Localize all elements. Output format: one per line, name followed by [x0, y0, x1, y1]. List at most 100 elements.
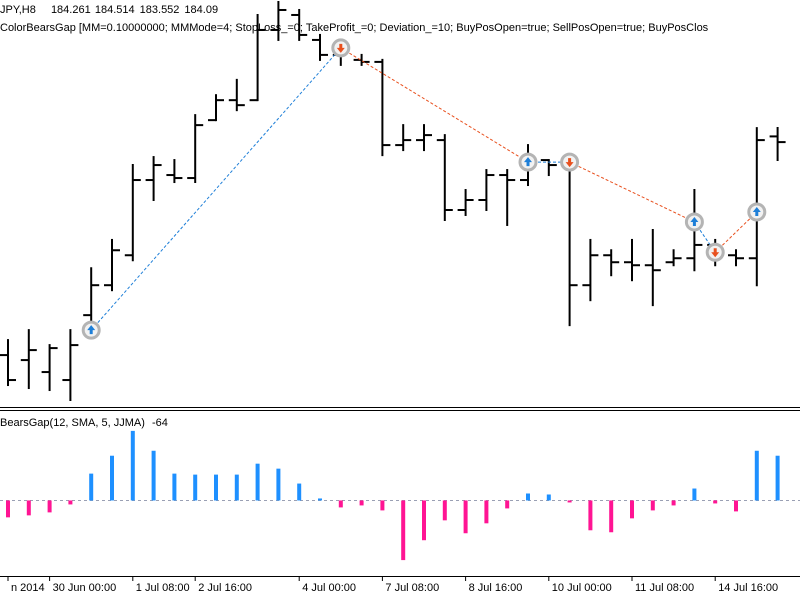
- indicator-value: -64: [152, 417, 168, 429]
- histogram-bar: [318, 498, 322, 501]
- histogram-bar: [276, 468, 281, 501]
- sell-signal: [560, 152, 580, 172]
- histogram-bar: [505, 500, 510, 509]
- ohlc-bar: [603, 249, 620, 277]
- price-header: JPY,H8 184.261 184.514 183.552 184.09: [0, 4, 218, 16]
- histogram-bar: [193, 474, 198, 501]
- histogram-bar: [630, 500, 634, 519]
- header-low: 183.552: [140, 4, 180, 16]
- expert-header: ColorBearsGap [MM=0.10000000; MMMode=4; …: [0, 22, 709, 34]
- ohlc-bar: [0, 339, 16, 387]
- ohlc-bar: [478, 169, 495, 211]
- ohlc-bar: [104, 238, 120, 292]
- histogram-bar: [297, 483, 302, 501]
- histogram-bar: [567, 500, 572, 503]
- signal-link: [569, 161, 695, 223]
- x-tick-label: 7 Jul 08:00: [385, 582, 439, 594]
- ohlc-bar: [312, 33, 328, 61]
- x-tick-label: n 2014: [11, 582, 45, 594]
- signal-arrow: [752, 206, 761, 216]
- buy-signal: [81, 320, 101, 340]
- histogram-bar: [671, 500, 676, 506]
- ohlc-bar: [436, 134, 453, 221]
- signal-arrow: [690, 216, 699, 226]
- histogram-bar: [214, 474, 218, 501]
- ohlc-bar: [41, 344, 58, 392]
- sell-signal: [331, 38, 351, 58]
- x-tick-label: 11 Jul 08:00: [635, 582, 694, 594]
- ohlc-bar: [166, 159, 183, 184]
- histogram-bar: [89, 473, 94, 501]
- ohlc-bar: [145, 156, 162, 202]
- histogram-bar: [588, 500, 593, 531]
- ohlc-bar: [644, 228, 661, 307]
- ohlc-bar: [249, 13, 266, 102]
- histogram-bar: [526, 493, 530, 501]
- buy-signal: [518, 152, 538, 172]
- ohlc-bar: [270, 0, 287, 41]
- x-tick-label: 10 Jul 00:00: [552, 582, 612, 594]
- histogram-bar: [68, 500, 73, 505]
- histogram-bar: [338, 500, 343, 508]
- histogram-bar: [463, 500, 468, 534]
- histogram-bar: [359, 500, 364, 506]
- header-open: 184.261: [51, 4, 91, 16]
- histogram-bar: [734, 500, 738, 512]
- histogram-bar: [442, 500, 447, 521]
- signal-arrow: [711, 248, 720, 258]
- x-tick-label: 4 Jul 00:00: [302, 582, 356, 594]
- ohlc-bar: [499, 169, 516, 226]
- ohlc-bar: [582, 238, 599, 302]
- histogram-bar: [255, 463, 260, 501]
- ohlc-bar: [769, 126, 786, 162]
- header-high: 184.514: [95, 4, 135, 16]
- x-tick-label: 1 Jul 08:00: [136, 582, 190, 594]
- signal-arrow: [524, 157, 532, 167]
- histogram-bar: [713, 500, 718, 504]
- x-tick-label: 8 Jul 16:00: [469, 582, 523, 594]
- histogram-bar: [775, 455, 780, 501]
- buy-signal: [747, 202, 767, 222]
- histogram-bar: [546, 494, 551, 501]
- ohlc-bar: [395, 124, 412, 152]
- ohlc-bar: [291, 8, 308, 41]
- ohlc-bar: [416, 124, 432, 152]
- ohlc-bar: [187, 114, 204, 184]
- ohlc-bar: [457, 189, 474, 216]
- histogram-bar: [172, 473, 177, 501]
- sell-signal: [705, 242, 725, 262]
- ohlc-bar: [20, 329, 37, 390]
- histogram-bar: [380, 500, 385, 511]
- histogram-bar: [484, 500, 489, 524]
- marks: [0, 0, 800, 561]
- ohlc-bar: [62, 329, 79, 402]
- signal-arrow: [565, 158, 574, 168]
- signal-link: [90, 47, 342, 331]
- signal-arrow: [87, 325, 96, 335]
- histogram-bar: [234, 474, 239, 501]
- histogram-bar: [151, 450, 156, 501]
- histogram-bar: [130, 430, 135, 501]
- ohlc-bar: [83, 267, 100, 332]
- indicator-header: BearsGap(12, SMA, 5, JJMA) -64: [0, 417, 168, 429]
- x-tick-label: 2 Jul 16:00: [198, 582, 252, 594]
- histogram-bar: [754, 450, 759, 501]
- histogram-bar: [692, 488, 697, 501]
- histogram-bar: [650, 500, 655, 511]
- buy-signal: [684, 212, 704, 232]
- ohlc-bar: [665, 249, 682, 267]
- header-close: 184.09: [184, 4, 218, 16]
- x-tick-label: 30 Jun 00:00: [53, 582, 117, 594]
- ohlc-bar: [624, 238, 640, 282]
- ohlc-bar: [228, 78, 245, 112]
- indicator-name: BearsGap(12, SMA, 5, JJMA): [0, 417, 145, 429]
- histogram-bar: [6, 500, 10, 518]
- ohlc-bar: [374, 58, 391, 157]
- x-tick-label: 14 Jul 16:00: [718, 582, 778, 594]
- signal-link: [340, 47, 529, 163]
- histogram-bar: [401, 500, 406, 561]
- ohlc-bar: [124, 164, 141, 262]
- histogram-bar: [110, 455, 114, 501]
